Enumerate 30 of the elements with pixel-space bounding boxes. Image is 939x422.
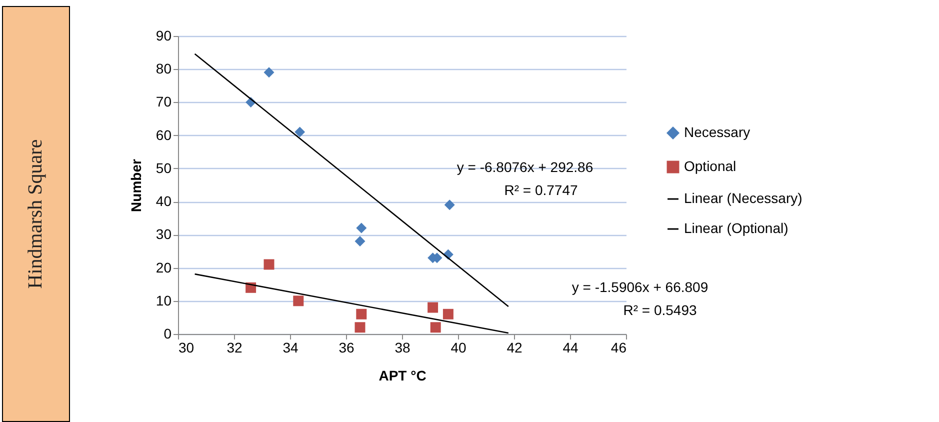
annotation: y = -6.8076x + 292.86 <box>456 159 594 175</box>
side-panel: Hindmarsh Square <box>2 6 70 422</box>
y-tick-label: 40 <box>156 193 172 210</box>
legend-label: Optional <box>684 158 736 174</box>
annotation: y = -1.5906x + 66.809 <box>572 279 708 295</box>
x-tick-label: 38 <box>394 340 410 356</box>
y-tick-label: 80 <box>156 60 172 77</box>
legend-label: Linear (Optional) <box>684 220 788 236</box>
y-axis-title: Number <box>128 158 144 212</box>
x-axis-title: APT °C <box>378 368 426 384</box>
x-tick-label: 42 <box>506 340 522 356</box>
x-tick-label: 34 <box>282 340 298 356</box>
y-tick-label: 30 <box>156 226 172 242</box>
y-tick-label: 60 <box>156 126 172 143</box>
y-tick-label: 0 <box>164 326 172 342</box>
x-tick-label: 44 <box>562 340 578 356</box>
y-tick-label: 90 <box>156 28 172 44</box>
annotation: R² = 0.5493 <box>623 302 697 318</box>
y-tick-label: 50 <box>156 160 172 176</box>
x-tick-label: 40 <box>450 340 466 356</box>
x-tick-label: 32 <box>226 340 242 356</box>
x-tick-label: 36 <box>338 340 354 356</box>
x-tick-label: 46 <box>610 340 627 356</box>
x-tick-label: 30 <box>178 340 194 356</box>
annotation: R² = 0.7747 <box>504 182 578 198</box>
legend-label: Linear (Necessary) <box>684 190 802 206</box>
y-tick-label: 20 <box>156 259 172 276</box>
y-tick-label: 70 <box>156 94 172 110</box>
legend-label: Necessary <box>684 124 750 140</box>
y-tick-label: 10 <box>156 292 172 308</box>
